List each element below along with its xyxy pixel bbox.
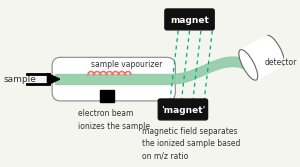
FancyBboxPatch shape bbox=[165, 9, 214, 30]
Text: sample: sample bbox=[4, 75, 37, 84]
Polygon shape bbox=[172, 57, 244, 84]
Ellipse shape bbox=[266, 35, 284, 66]
FancyBboxPatch shape bbox=[158, 99, 208, 120]
Text: magnetic field separates
the ionized sample based
on m/z ratio: magnetic field separates the ionized sam… bbox=[142, 126, 241, 160]
FancyBboxPatch shape bbox=[52, 57, 175, 101]
Text: electron beam
ionizes the sample: electron beam ionizes the sample bbox=[78, 109, 150, 131]
Ellipse shape bbox=[239, 50, 258, 80]
Polygon shape bbox=[55, 74, 172, 84]
Polygon shape bbox=[47, 73, 60, 85]
Text: magnet: magnet bbox=[170, 16, 209, 25]
Text: sample vapourizer: sample vapourizer bbox=[91, 60, 162, 69]
Text: detector: detector bbox=[265, 58, 297, 67]
Polygon shape bbox=[240, 36, 283, 80]
Text: 'magnet': 'magnet' bbox=[161, 106, 205, 115]
Polygon shape bbox=[100, 90, 114, 102]
